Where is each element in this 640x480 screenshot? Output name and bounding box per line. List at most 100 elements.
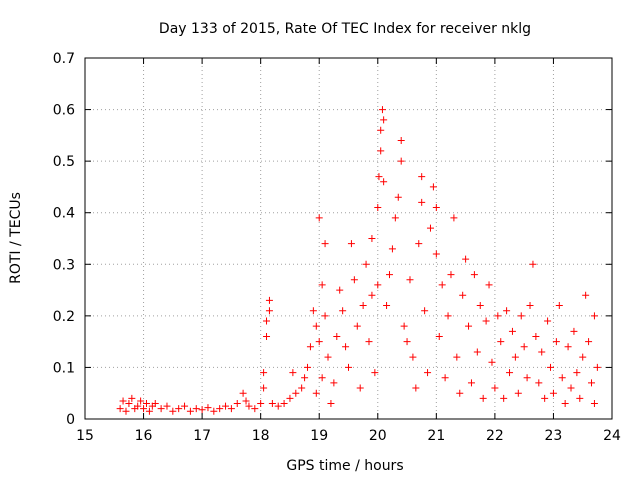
data-point — [365, 338, 373, 346]
data-point — [517, 312, 525, 320]
data-point — [409, 353, 417, 361]
data-point — [388, 245, 396, 253]
data-point — [134, 402, 142, 410]
data-point — [260, 369, 268, 377]
data-point — [582, 291, 590, 299]
data-point — [333, 332, 341, 340]
grid — [85, 58, 612, 419]
data-point — [444, 312, 452, 320]
data-point — [514, 389, 522, 397]
data-point — [397, 157, 405, 165]
data-point — [441, 374, 449, 382]
data-point — [245, 402, 253, 410]
data-point — [377, 126, 385, 134]
data-point — [263, 317, 271, 325]
data-point — [391, 214, 399, 222]
data-point — [421, 307, 429, 315]
data-point — [541, 394, 549, 402]
data-point — [520, 343, 528, 351]
data-point — [538, 348, 546, 356]
data-point — [169, 407, 177, 415]
axis-ticks — [84, 57, 613, 420]
data-point — [418, 173, 426, 181]
data-point — [438, 281, 446, 289]
y-tick-label: 0.1 — [53, 360, 75, 376]
y-tick-label: 0.3 — [53, 257, 75, 273]
data-point — [140, 405, 148, 413]
y-tick-labels: 0 0.1 0.2 0.3 0.4 0.5 0.6 0.7 — [53, 51, 75, 428]
x-tick-label: 16 — [135, 428, 153, 444]
data-point — [145, 407, 153, 415]
data-point — [432, 250, 440, 258]
data-point — [204, 404, 212, 412]
data-point — [491, 384, 499, 392]
x-tick-label: 21 — [427, 428, 445, 444]
data-point — [318, 374, 326, 382]
data-point — [227, 405, 235, 413]
data-point — [330, 379, 338, 387]
data-point — [479, 394, 487, 402]
data-point — [378, 106, 386, 114]
data-point — [312, 322, 320, 330]
data-point — [342, 343, 350, 351]
data-point — [119, 397, 127, 405]
data-point — [508, 327, 516, 335]
data-point — [142, 400, 150, 408]
data-point — [186, 407, 194, 415]
data-point — [251, 405, 259, 413]
data-point — [210, 407, 218, 415]
data-point — [157, 405, 165, 413]
y-axis-label: ROTI / TECUs — [8, 192, 24, 284]
x-tick-label: 22 — [486, 428, 504, 444]
data-point — [561, 400, 569, 408]
data-point — [552, 338, 560, 346]
data-point — [175, 405, 183, 413]
data-point — [198, 406, 206, 414]
data-point — [529, 260, 537, 268]
data-point — [397, 137, 405, 145]
chart-title: Day 133 of 2015, Rate Of TEC Index for r… — [159, 21, 531, 37]
x-tick-label: 24 — [603, 428, 621, 444]
data-point — [579, 353, 587, 361]
data-point — [573, 369, 581, 377]
data-point — [426, 224, 434, 232]
data-point — [374, 204, 382, 212]
data-point — [503, 307, 511, 315]
plot-frame — [84, 57, 613, 420]
data-point — [567, 384, 575, 392]
data-point — [473, 348, 481, 356]
data-point — [506, 369, 514, 377]
data-point — [347, 240, 355, 248]
data-point — [265, 296, 273, 304]
y-tick-label: 0.7 — [53, 51, 75, 67]
data-point — [418, 198, 426, 206]
data-point — [286, 394, 294, 402]
data-point — [494, 312, 502, 320]
data-point — [576, 394, 584, 402]
data-point — [260, 384, 268, 392]
data-point — [394, 193, 402, 201]
data-point — [532, 332, 540, 340]
data-point — [327, 400, 335, 408]
data-point — [465, 322, 473, 330]
data-point — [424, 369, 432, 377]
data-point — [309, 307, 317, 315]
data-point — [558, 374, 566, 382]
data-point — [488, 358, 496, 366]
data-point — [362, 260, 370, 268]
data-point — [497, 338, 505, 346]
data-point — [377, 147, 385, 155]
data-point — [268, 400, 276, 408]
data-point — [137, 397, 145, 405]
data-point — [122, 407, 130, 415]
x-tick-label: 18 — [252, 428, 270, 444]
data-point — [315, 214, 323, 222]
data-point — [321, 240, 329, 248]
data-point — [304, 363, 312, 371]
data-point — [292, 389, 300, 397]
data-point — [380, 178, 388, 186]
data-point — [380, 116, 388, 124]
data-point — [400, 322, 408, 330]
data-point — [280, 400, 288, 408]
data-point — [339, 307, 347, 315]
